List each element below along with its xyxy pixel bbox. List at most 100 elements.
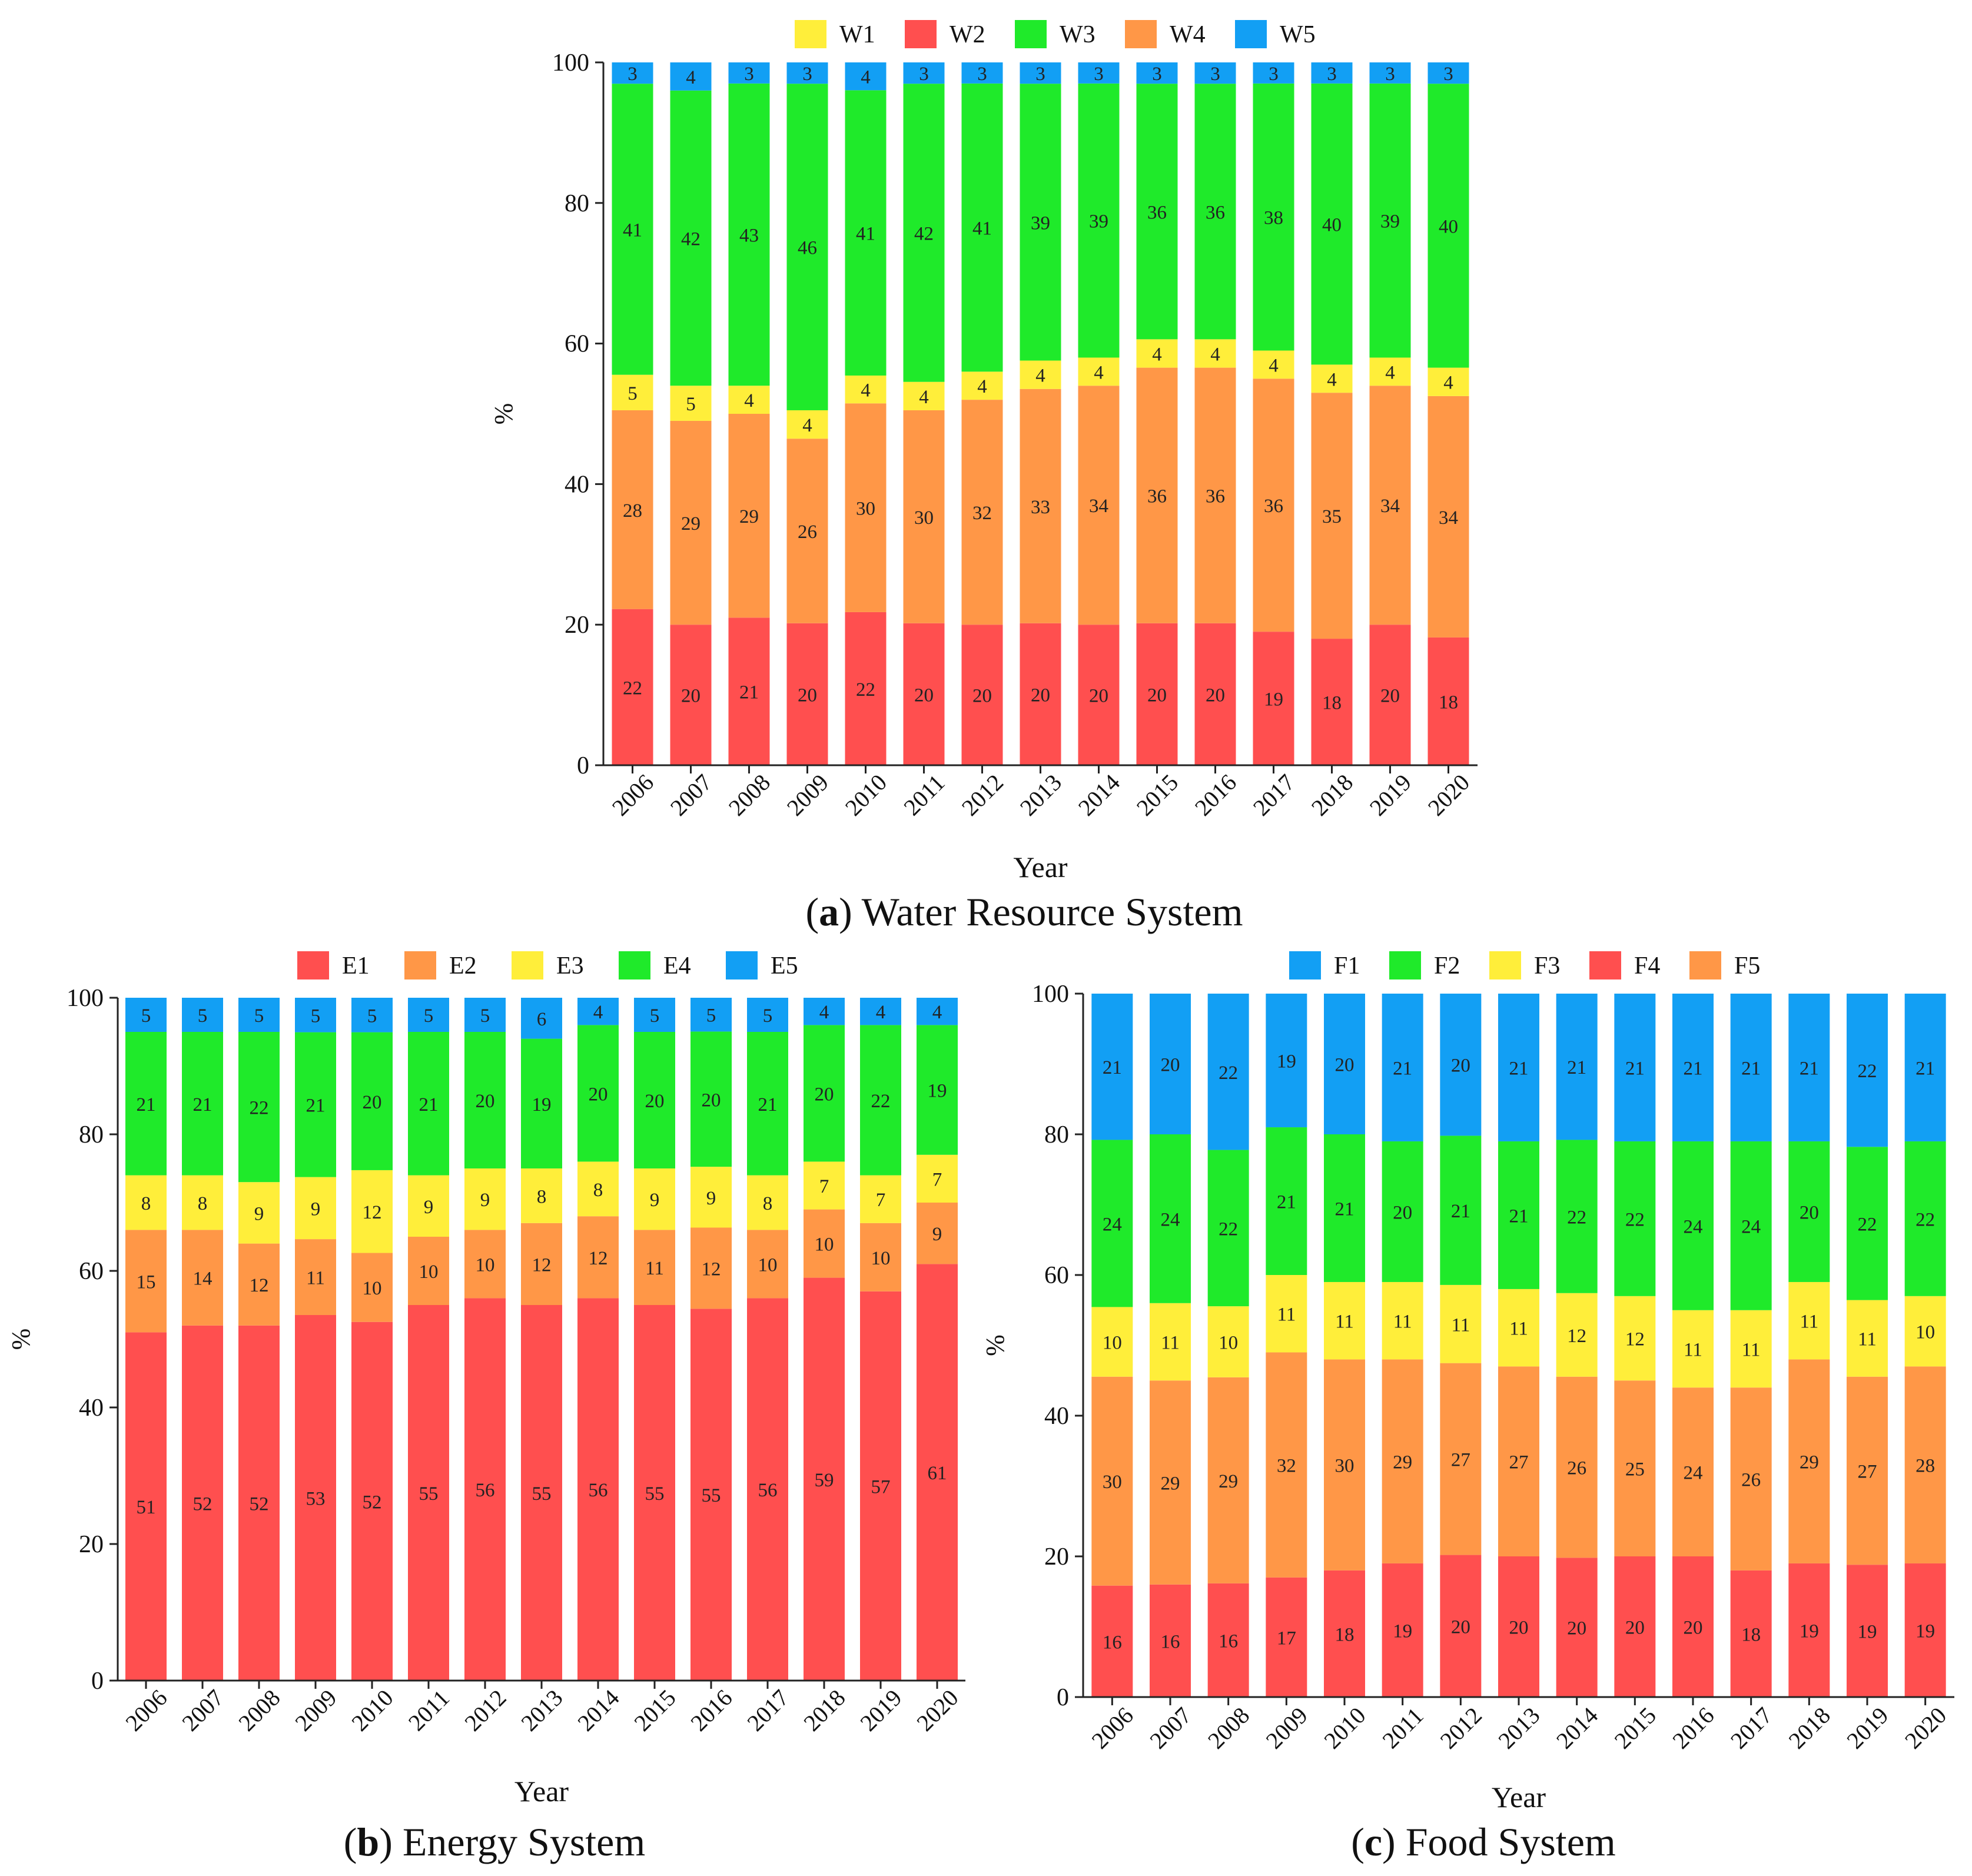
bar-segment-e1 xyxy=(690,1309,732,1681)
caption-a-letter: a xyxy=(819,889,839,934)
data-label-e3: 9 xyxy=(424,1197,434,1218)
bar-segment-f3 xyxy=(1324,1281,1365,1360)
x-tick-label: 2016 xyxy=(1667,1702,1719,1754)
data-label-w5: 3 xyxy=(744,64,754,85)
bar-segment-f2 xyxy=(1207,1150,1249,1307)
data-label-e4: 21 xyxy=(137,1094,156,1115)
bar-segment-e2 xyxy=(295,1239,336,1315)
data-label-w3: 40 xyxy=(1322,215,1342,236)
bar-segment-f3 xyxy=(1266,1275,1307,1353)
bar-segment-f5 xyxy=(1556,1376,1598,1558)
x-tick-label: 2007 xyxy=(1144,1702,1196,1754)
data-label-w5: 3 xyxy=(1385,64,1395,85)
bar-segment-e2 xyxy=(917,1203,958,1264)
caption-b: (b) Energy System xyxy=(343,1819,646,1864)
data-label-f5: 26 xyxy=(1741,1470,1761,1491)
data-label-w2: 20 xyxy=(914,685,934,706)
data-label-w3: 39 xyxy=(1031,212,1050,234)
y-tick-label: 0 xyxy=(577,752,589,779)
legend-swatch-e2 xyxy=(404,951,436,979)
bar-segment-e1 xyxy=(521,1305,562,1681)
bar-segment-f4 xyxy=(1847,1565,1888,1697)
data-label-w3: 46 xyxy=(798,238,817,259)
data-label-w5: 3 xyxy=(1152,64,1162,85)
bar-segment-e5 xyxy=(351,998,393,1032)
bar-segment-f2 xyxy=(1498,1141,1539,1289)
bar-segment-e3 xyxy=(238,1182,280,1244)
bar-segment-e4 xyxy=(295,1032,336,1177)
data-label-e5: 5 xyxy=(706,1005,716,1027)
legend-c: F1 F2 F3 F4 F5 xyxy=(1289,951,1760,979)
data-label-w4: 34 xyxy=(1439,507,1458,529)
data-label-w5: 3 xyxy=(1035,64,1045,85)
bar-segment-e1 xyxy=(917,1264,958,1681)
data-label-e2: 12 xyxy=(250,1275,269,1296)
caption-a: (a) Water Resource System xyxy=(805,889,1243,934)
data-label-w4: 33 xyxy=(1031,497,1050,518)
data-label-w2: 19 xyxy=(1264,689,1283,710)
bar-segment-e4 xyxy=(521,1038,562,1168)
bar-segment-f2 xyxy=(1672,1141,1714,1310)
bar-segment-w4 xyxy=(612,410,653,609)
legend-label-w4: W4 xyxy=(1170,21,1206,48)
bar-segment-e5 xyxy=(521,998,562,1039)
bar-segment-e1 xyxy=(125,1332,167,1681)
data-label-f2: 21 xyxy=(1451,1201,1470,1222)
bar-segment-w1 xyxy=(961,371,1003,400)
data-label-e4: 20 xyxy=(815,1084,834,1105)
bar-segment-w1 xyxy=(728,386,770,414)
data-label-w4: 34 xyxy=(1380,496,1400,517)
data-label-f5: 25 xyxy=(1625,1459,1645,1480)
bar-segment-w3 xyxy=(1369,83,1411,358)
x-tick-label: 2010 xyxy=(1319,1702,1370,1754)
data-label-f1: 21 xyxy=(1800,1058,1819,1079)
y-axis-label: % xyxy=(6,1329,35,1350)
data-label-e2: 14 xyxy=(193,1269,213,1290)
data-label-f1: 21 xyxy=(1509,1058,1529,1079)
bar-segment-f5 xyxy=(1150,1380,1191,1585)
data-label-w2: 20 xyxy=(1380,686,1400,707)
data-label-f5: 26 xyxy=(1567,1458,1586,1479)
legend-label-f5: F5 xyxy=(1734,952,1760,979)
bar-segment-w2 xyxy=(728,617,770,765)
bar-segment-w1 xyxy=(1020,360,1061,389)
bar-segment-e4 xyxy=(860,1025,901,1176)
bar-segment-f2 xyxy=(1266,1127,1307,1275)
data-label-f1: 21 xyxy=(1393,1058,1412,1079)
data-label-e2: 10 xyxy=(871,1248,891,1269)
legend-label-w2: W2 xyxy=(950,21,985,48)
data-label-e1: 52 xyxy=(193,1493,213,1515)
bar-segment-w3 xyxy=(1194,84,1236,340)
data-label-w2: 22 xyxy=(623,678,642,699)
data-label-w2: 21 xyxy=(739,682,759,703)
data-label-f2: 24 xyxy=(1684,1216,1703,1237)
data-label-e5: 4 xyxy=(876,1002,886,1023)
legend-swatch-w3 xyxy=(1015,20,1047,48)
data-label-e2: 10 xyxy=(363,1278,382,1299)
bar-segment-e3 xyxy=(690,1167,732,1228)
bar-segment-f4 xyxy=(1904,1563,1946,1697)
data-label-w4: 30 xyxy=(914,507,934,529)
data-label-f1: 21 xyxy=(1567,1057,1586,1078)
data-label-e4: 19 xyxy=(928,1081,947,1102)
data-label-f1: 21 xyxy=(1915,1058,1935,1079)
bar-segment-w3 xyxy=(670,90,712,386)
bar-segment-f1 xyxy=(1614,994,1656,1141)
legend-label-e3: E3 xyxy=(556,952,584,979)
data-label-f1: 21 xyxy=(1684,1058,1703,1079)
data-label-e1: 55 xyxy=(645,1483,665,1505)
data-label-w1: 4 xyxy=(1385,362,1395,383)
data-label-e1: 53 xyxy=(306,1488,326,1509)
bar-segment-f3 xyxy=(1091,1307,1133,1377)
bar-segment-e1 xyxy=(351,1321,393,1681)
bar-segment-e4 xyxy=(408,1032,449,1176)
bar-segment-w3 xyxy=(728,83,770,386)
data-label-e3: 9 xyxy=(311,1198,321,1220)
bar-segment-f1 xyxy=(1556,994,1598,1140)
data-label-e1: 56 xyxy=(476,1480,495,1501)
data-label-f2: 22 xyxy=(1915,1209,1935,1230)
bar-segment-f4 xyxy=(1672,1556,1714,1697)
bar-segment-e2 xyxy=(125,1230,167,1333)
bar-segment-e1 xyxy=(464,1298,506,1681)
x-tick-label: 2019 xyxy=(1841,1702,1893,1754)
